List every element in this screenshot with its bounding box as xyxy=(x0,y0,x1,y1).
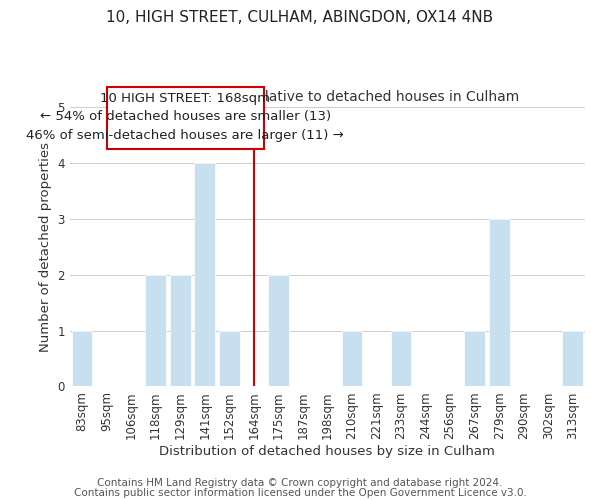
Bar xyxy=(341,330,362,386)
Bar xyxy=(71,330,92,386)
Bar xyxy=(562,330,583,386)
Bar xyxy=(170,274,191,386)
Text: 46% of semi-detached houses are larger (11) →: 46% of semi-detached houses are larger (… xyxy=(26,128,344,141)
Bar xyxy=(489,219,509,386)
Text: 10, HIGH STREET, CULHAM, ABINGDON, OX14 4NB: 10, HIGH STREET, CULHAM, ABINGDON, OX14 … xyxy=(106,10,494,25)
Bar xyxy=(464,330,485,386)
FancyBboxPatch shape xyxy=(107,88,263,149)
Bar xyxy=(194,163,215,386)
X-axis label: Distribution of detached houses by size in Culham: Distribution of detached houses by size … xyxy=(160,444,496,458)
Text: 10 HIGH STREET: 168sqm: 10 HIGH STREET: 168sqm xyxy=(100,92,270,104)
Bar xyxy=(219,330,239,386)
Y-axis label: Number of detached properties: Number of detached properties xyxy=(39,142,52,352)
Text: ← 54% of detached houses are smaller (13): ← 54% of detached houses are smaller (13… xyxy=(40,110,331,123)
Title: Size of property relative to detached houses in Culham: Size of property relative to detached ho… xyxy=(136,90,519,104)
Bar xyxy=(391,330,412,386)
Text: Contains HM Land Registry data © Crown copyright and database right 2024.: Contains HM Land Registry data © Crown c… xyxy=(97,478,503,488)
Bar xyxy=(268,274,289,386)
Text: Contains public sector information licensed under the Open Government Licence v3: Contains public sector information licen… xyxy=(74,488,526,498)
Bar xyxy=(145,274,166,386)
